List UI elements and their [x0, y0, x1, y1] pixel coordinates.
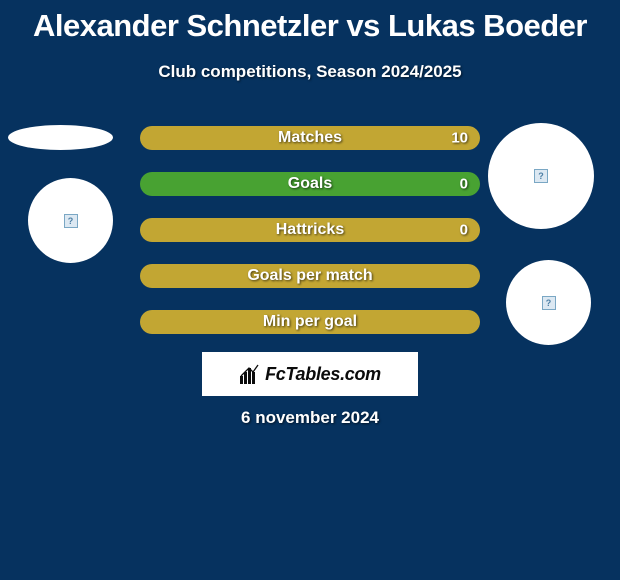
image-placeholder-icon: ?: [64, 214, 78, 228]
stat-value: 10: [451, 130, 468, 147]
comparison-subtitle: Club competitions, Season 2024/2025: [0, 62, 620, 82]
stat-label: Matches: [278, 129, 342, 147]
comparison-title: Alexander Schnetzler vs Lukas Boeder: [0, 0, 620, 44]
stat-label: Goals per match: [247, 267, 372, 285]
stat-row: Min per goal: [140, 310, 480, 334]
bar-chart-icon: [239, 364, 261, 384]
stat-value: 0: [460, 222, 468, 239]
comparison-date: 6 november 2024: [241, 408, 379, 428]
stat-row: Matches 10: [140, 126, 480, 150]
image-placeholder-icon: ?: [542, 296, 556, 310]
stats-bars: Matches 10 Goals 0 Hattricks 0 Goals per…: [140, 126, 480, 356]
watermark-badge: FcTables.com: [202, 352, 418, 396]
stat-value: 0: [460, 176, 468, 193]
player-avatar-left: ?: [28, 178, 113, 263]
decorative-ellipse: [8, 125, 113, 150]
stat-label: Min per goal: [263, 313, 357, 331]
watermark-text: FcTables.com: [265, 364, 381, 385]
image-placeholder-icon: ?: [534, 169, 548, 183]
stat-row: Hattricks 0: [140, 218, 480, 242]
stat-label: Hattricks: [276, 221, 344, 239]
player-avatar-right-top: ?: [488, 123, 594, 229]
stat-row: Goals 0: [140, 172, 480, 196]
stat-row: Goals per match: [140, 264, 480, 288]
player-avatar-right-bottom: ?: [506, 260, 591, 345]
stat-label: Goals: [288, 175, 332, 193]
